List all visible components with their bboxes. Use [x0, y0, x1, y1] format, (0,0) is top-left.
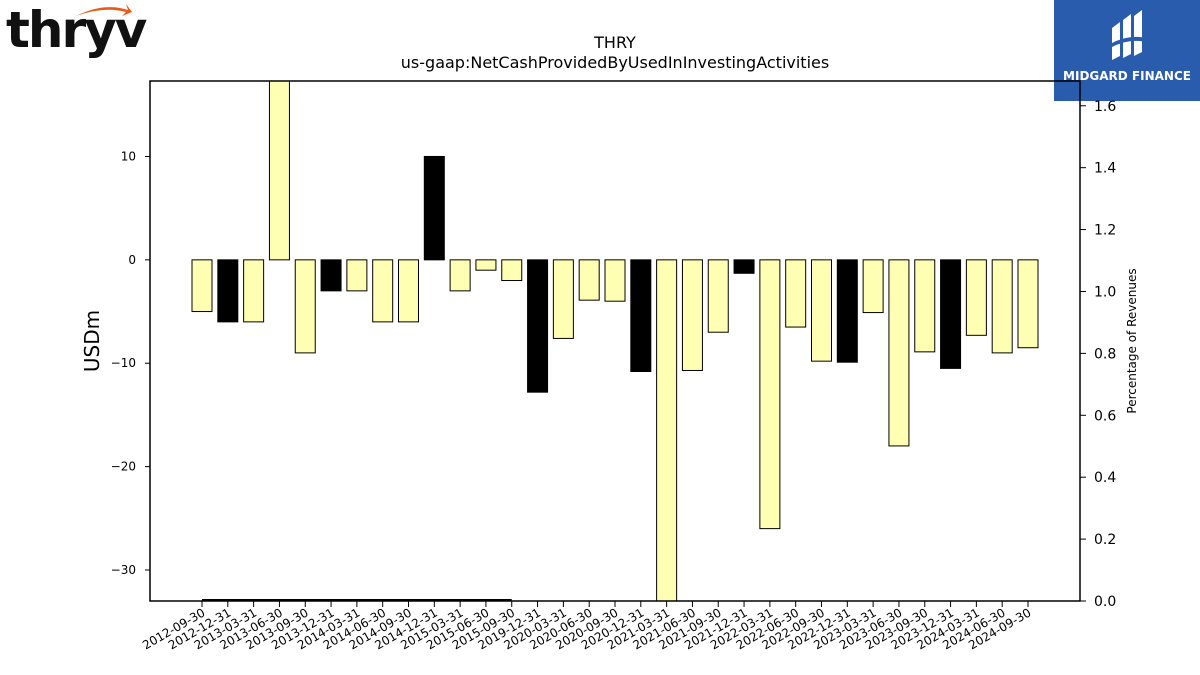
- bar-2013-06-30: [268, 80, 290, 261]
- bar-2021-06-30: [681, 259, 703, 371]
- bar-2024-03-31: [965, 259, 987, 336]
- bar-series: [191, 80, 1039, 602]
- y2-tick-label: 1.4: [1094, 161, 1116, 177]
- bar-2014-06-30: [372, 259, 394, 323]
- bar-2023-06-30: [888, 259, 910, 447]
- bar-2023-03-31: [862, 259, 884, 314]
- y-axis-label: USDm: [80, 310, 104, 372]
- bar-2020-12-31: [630, 259, 652, 372]
- bar-2022-06-30: [785, 259, 807, 328]
- y-tick-label: 0: [128, 253, 136, 267]
- bar-2021-12-31: [733, 259, 755, 274]
- bar-2023-09-30: [914, 259, 936, 353]
- midgard-finance-logo-text: MIDGARD FINANCE: [1063, 69, 1191, 83]
- y2-tick-label: 0.8: [1094, 346, 1116, 362]
- thryv-logo-registered: ®: [124, 38, 133, 48]
- y-tick-label: −10: [111, 356, 136, 370]
- midgard-finance-logo: MIDGARD FINANCE: [1054, 0, 1200, 101]
- y2-tick-label: 0.0: [1094, 594, 1116, 610]
- bar-2021-03-31: [656, 259, 678, 602]
- y2-tick-label: 1.6: [1094, 99, 1116, 115]
- chart-subtitle: us-gaap:NetCashProvidedByUsedInInvesting…: [401, 53, 829, 72]
- y-tick-label: −30: [111, 563, 136, 577]
- y2-tick-label: 0.2: [1094, 532, 1116, 548]
- midgard-emblem-icon: [1110, 10, 1146, 60]
- bar-2014-03-31: [346, 259, 368, 292]
- left-axis-ticks: 10 0 −10 −20 −30: [111, 149, 150, 577]
- bar-2020-09-30: [604, 259, 626, 302]
- bar-2012-09-30: [191, 259, 213, 313]
- bar-2022-12-31: [836, 259, 858, 363]
- bar-2020-06-30: [578, 259, 600, 301]
- bar-2015-09-30: [501, 259, 523, 282]
- y2-tick-label: 1.2: [1094, 223, 1116, 239]
- y-tick-label: 10: [121, 149, 136, 163]
- bar-2024-06-30: [991, 259, 1013, 354]
- y2-tick-label: 0.6: [1094, 408, 1116, 424]
- thryv-swoosh-icon: [76, 4, 132, 16]
- y2-tick-label: 1.0: [1094, 284, 1116, 300]
- bar-2023-12-31: [940, 259, 962, 369]
- secondary-y-axis-label: Percentage of Revenues: [1125, 268, 1139, 413]
- bar-2014-09-30: [398, 259, 419, 323]
- bar-2022-03-31: [759, 259, 781, 530]
- bar-2013-03-31: [243, 259, 265, 323]
- bar-2019-12-31: [527, 259, 549, 393]
- y-tick-label: −20: [111, 460, 136, 474]
- thryv-logo: thryv ®: [4, 2, 147, 58]
- bar-2020-03-31: [552, 259, 574, 339]
- bar-2013-12-31: [320, 259, 342, 292]
- bar-2013-09-30: [294, 259, 316, 354]
- x-axis-ticks: 2012-09-302012-12-312013-03-312013-06-30…: [140, 601, 1034, 652]
- y2-tick-label: 0.4: [1094, 470, 1116, 486]
- bar-2022-09-30: [811, 259, 832, 362]
- chart-title: THRY: [593, 33, 636, 52]
- bar-2014-12-31: [423, 155, 445, 261]
- bar-2015-03-31: [449, 259, 471, 292]
- bar-2021-09-30: [707, 259, 729, 333]
- bar-2024-09-30: [1017, 259, 1039, 349]
- bar-2012-12-31: [217, 259, 239, 323]
- bar-2015-06-30: [475, 259, 497, 271]
- right-axis-ticks: 1.6 1.4 1.2 1.0 0.8 0.6 0.4 0.2 0.0: [1080, 99, 1116, 610]
